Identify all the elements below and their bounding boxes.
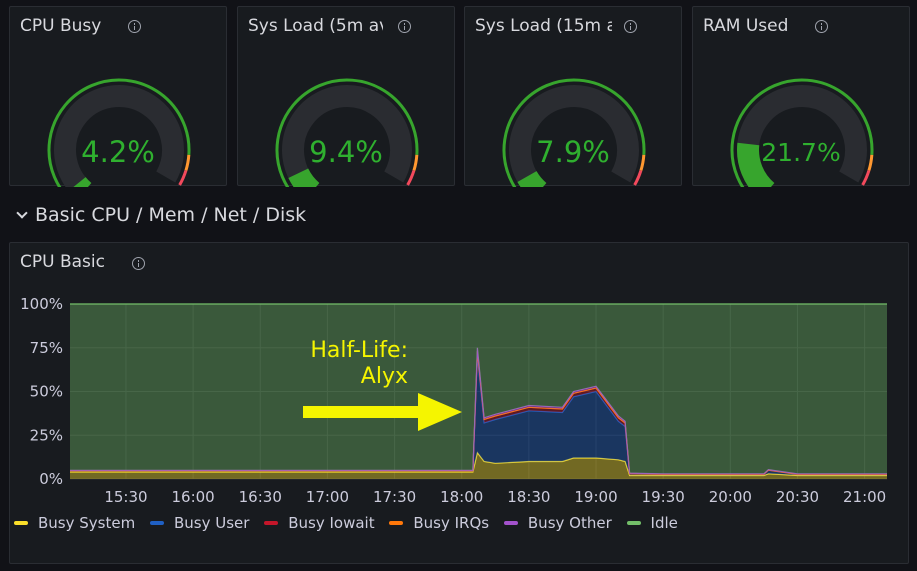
gauge-threshold-warn: [867, 154, 874, 171]
chart-legend: Busy System Busy User Busy Iowait Busy I…: [14, 514, 688, 532]
legend-label: Busy Other: [527, 514, 612, 532]
gauge-dial: [275, 78, 419, 187]
gauge-threshold-crit: [178, 170, 188, 186]
gauge-fill: [737, 142, 775, 187]
x-tick-label: 19:00: [574, 488, 617, 506]
x-tick-label: 18:00: [440, 488, 483, 506]
x-tick-label: 16:30: [239, 488, 282, 506]
gauge-track: [509, 85, 639, 187]
gauge-dial: [502, 78, 646, 187]
legend-item[interactable]: Busy User: [149, 514, 250, 532]
y-tick-label: 75%: [30, 339, 63, 357]
gauge-track: [282, 85, 412, 187]
panel-title: Sys Load (5m avg): [248, 16, 383, 36]
series-line: [70, 451, 887, 477]
panel-title: CPU Busy: [20, 16, 102, 36]
info-icon[interactable]: [624, 20, 637, 33]
gauge-threshold-ok: [47, 78, 191, 187]
legend-item[interactable]: Busy System: [14, 514, 135, 532]
gauge-fill: [517, 170, 547, 187]
legend-label: Busy User: [173, 514, 250, 532]
annotation-line-1: Half-Life:: [310, 338, 408, 363]
gauge-panel-sys-load-15m[interactable]: Sys Load (15m avg) 7.9%: [464, 6, 682, 187]
legend-label: Busy IRQs: [413, 514, 490, 532]
legend-item[interactable]: Busy Iowait: [264, 514, 375, 532]
x-tick-label: 15:30: [104, 488, 147, 506]
panel-title: Sys Load (15m avg): [475, 16, 612, 36]
legend-label: Idle: [650, 514, 678, 532]
panel-title: CPU Basic: [20, 252, 105, 272]
annotation-line-2: Alyx: [360, 364, 408, 389]
gauge-threshold-warn: [184, 154, 191, 171]
y-tick-label: 100%: [20, 295, 63, 313]
gauge-value: 7.9%: [536, 135, 610, 169]
gauge-value: 4.2%: [81, 135, 155, 169]
gauge-panel-ram-used[interactable]: RAM Used 21.7%: [692, 6, 910, 187]
legend-swatch: [389, 520, 404, 525]
gauge-threshold-crit: [633, 170, 643, 186]
x-tick-label: 18:30: [507, 488, 550, 506]
info-icon[interactable]: [128, 20, 141, 33]
gauge-track: [54, 85, 184, 187]
x-tick-label: 19:30: [642, 488, 685, 506]
x-tick-label: 17:30: [373, 488, 416, 506]
gauge-dial: [730, 78, 874, 187]
legend-item[interactable]: Idle: [626, 514, 678, 532]
gauge-value: 9.4%: [309, 135, 383, 169]
x-tick-label: 17:00: [306, 488, 349, 506]
gauge-threshold-crit: [406, 170, 416, 186]
y-tick-label: 25%: [30, 426, 63, 444]
series-area: [70, 304, 887, 474]
panel-title: RAM Used: [703, 16, 789, 36]
x-tick-label: 20:00: [709, 488, 752, 506]
legend-label: Busy Iowait: [288, 514, 375, 532]
legend-swatch: [503, 520, 518, 525]
info-icon[interactable]: [398, 20, 411, 33]
row-title: Basic CPU / Mem / Net / Disk: [35, 204, 307, 226]
gauge-threshold-warn: [412, 154, 419, 171]
info-icon[interactable]: [815, 20, 828, 33]
legend-swatch: [149, 520, 164, 525]
gauge-panel-cpu-busy[interactable]: CPU Busy 4.2%: [9, 6, 227, 187]
series-area: [70, 356, 887, 476]
series-line: [70, 347, 887, 475]
legend-item[interactable]: Busy Other: [503, 514, 612, 532]
x-tick-label: 21:00: [843, 488, 886, 506]
gauge-threshold-warn: [639, 154, 646, 171]
x-tick-label: 16:00: [171, 488, 214, 506]
gauge-threshold-ok: [275, 78, 419, 187]
legend-item[interactable]: Busy IRQs: [389, 514, 489, 532]
gauge-fill: [73, 176, 92, 187]
gauge-threshold-crit: [861, 170, 871, 186]
x-tick-label: 20:30: [776, 488, 819, 506]
legend-swatch: [626, 520, 641, 525]
gauge-value: 21.7%: [761, 138, 841, 167]
y-tick-label: 50%: [30, 383, 63, 401]
gauge-fill: [288, 168, 320, 187]
legend-swatch: [14, 520, 28, 525]
cpu-basic-panel[interactable]: CPU Basic: [9, 242, 909, 564]
gauge-panel-sys-load-5m[interactable]: Sys Load (5m avg) 9.4%: [237, 6, 455, 187]
annotation-text: Half-Life: Alyx: [300, 338, 408, 390]
info-icon[interactable]: [132, 257, 145, 270]
gauge-dial: [47, 78, 191, 187]
row-header-basic[interactable]: Basic CPU / Mem / Net / Disk: [16, 204, 307, 226]
legend-label: Busy System: [38, 514, 136, 532]
gauge-threshold-ok: [502, 78, 646, 187]
gauge-threshold-ok: [730, 78, 874, 187]
legend-swatch: [264, 520, 279, 525]
y-tick-label: 0%: [39, 470, 63, 488]
annotation-arrow-icon: [303, 393, 462, 431]
